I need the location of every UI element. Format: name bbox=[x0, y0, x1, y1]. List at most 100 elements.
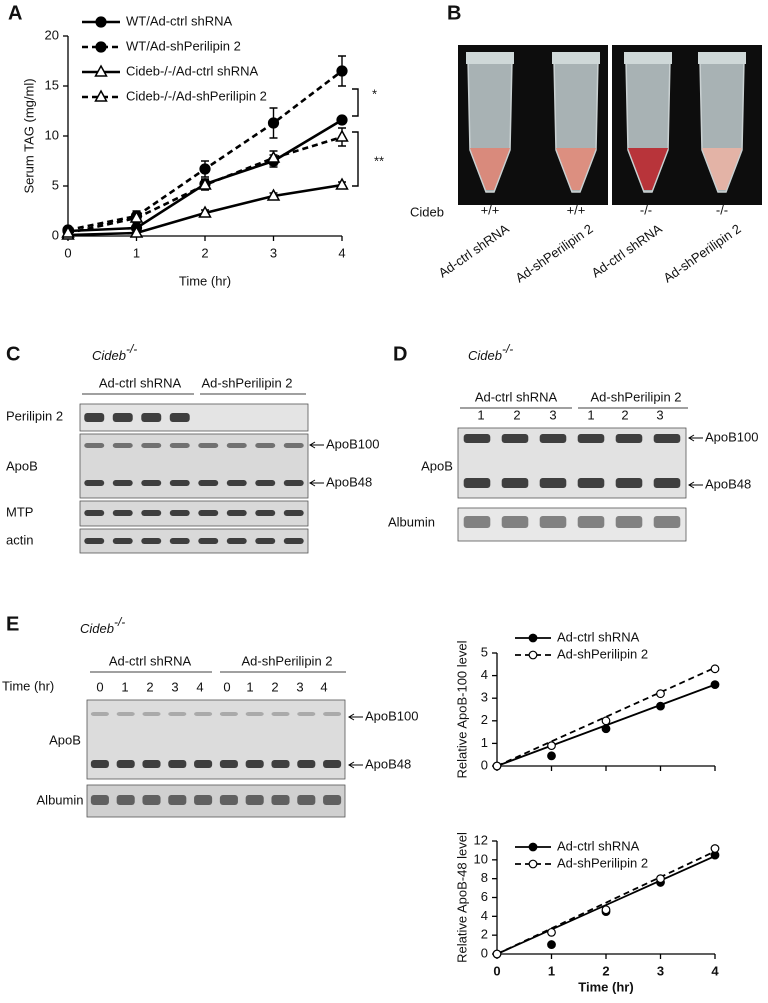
band bbox=[226, 480, 247, 486]
band bbox=[271, 760, 290, 768]
group-label: Ad-shPerilipin 2 bbox=[241, 653, 332, 668]
legend-label: Cideb-/-/Ad-shPerilipin 2 bbox=[126, 88, 267, 103]
legend-marker bbox=[528, 842, 538, 852]
row-label: MTP bbox=[6, 504, 33, 519]
legend-label: Ad-ctrl shRNA bbox=[557, 838, 640, 853]
lane-label: 3 bbox=[549, 407, 556, 422]
tube-cap bbox=[624, 52, 672, 64]
band bbox=[90, 712, 109, 716]
legend-marker bbox=[95, 41, 107, 53]
band bbox=[141, 443, 162, 448]
band bbox=[168, 712, 187, 716]
band bbox=[539, 516, 567, 528]
band bbox=[501, 434, 529, 443]
legend-marker bbox=[528, 650, 538, 660]
bracket bbox=[352, 88, 359, 117]
group-label: Ad-ctrl shRNA bbox=[109, 653, 192, 668]
genotype-label: -/- bbox=[640, 202, 652, 217]
fit-line bbox=[496, 850, 716, 955]
band bbox=[116, 712, 135, 716]
band bbox=[169, 480, 190, 486]
band bbox=[142, 795, 161, 805]
y-tick-label: 1 bbox=[481, 735, 488, 750]
band bbox=[283, 510, 304, 516]
y-tick-label: 0 bbox=[481, 945, 488, 960]
band bbox=[615, 478, 643, 488]
marker bbox=[601, 716, 611, 726]
legend-marker bbox=[95, 16, 107, 28]
gene: Cideb bbox=[92, 348, 126, 363]
lane-label: 3 bbox=[656, 407, 663, 422]
tube-cap bbox=[466, 52, 514, 64]
band bbox=[255, 510, 276, 516]
marker bbox=[601, 724, 611, 734]
panel-label: E bbox=[6, 613, 19, 635]
genotype-title: Cideb-/- bbox=[92, 342, 137, 363]
band bbox=[141, 480, 162, 486]
band-label: ApoB100 bbox=[326, 436, 380, 451]
series-line bbox=[67, 135, 343, 235]
sample bbox=[702, 148, 742, 190]
row-label: actin bbox=[6, 532, 33, 547]
y-tick-label: 6 bbox=[481, 889, 488, 904]
row-label: ApoB bbox=[421, 458, 453, 473]
marker bbox=[492, 949, 502, 959]
band bbox=[271, 795, 290, 805]
marker bbox=[266, 188, 281, 201]
genotype: -/- bbox=[126, 342, 137, 356]
marker bbox=[199, 163, 211, 175]
band bbox=[463, 516, 491, 528]
lane-label: 3 bbox=[171, 679, 178, 694]
y-tick-label: 8 bbox=[481, 870, 488, 885]
row-label: Cideb bbox=[410, 204, 444, 219]
genotype: -/- bbox=[502, 342, 513, 356]
lane-label: 4 bbox=[320, 679, 327, 694]
band bbox=[169, 538, 190, 544]
legend-marker bbox=[528, 859, 538, 869]
genotype-label: +/+ bbox=[481, 202, 500, 217]
band bbox=[653, 516, 681, 528]
marker bbox=[336, 65, 348, 77]
legend-label: WT/Ad-ctrl shRNA bbox=[126, 13, 233, 28]
band bbox=[169, 443, 190, 448]
band bbox=[255, 480, 276, 486]
y-tick-label: 5 bbox=[52, 177, 59, 192]
lane-label: 1 bbox=[587, 407, 594, 422]
bracket bbox=[352, 131, 359, 187]
band bbox=[112, 510, 133, 516]
blot bbox=[79, 403, 309, 432]
band bbox=[141, 413, 162, 422]
y-tick-label: 10 bbox=[45, 127, 59, 142]
marker bbox=[61, 225, 75, 238]
band bbox=[198, 538, 219, 544]
band bbox=[463, 478, 491, 488]
x-tick-label: 1 bbox=[548, 963, 555, 978]
x-tick-label: 3 bbox=[270, 245, 277, 260]
row-label: ApoB bbox=[49, 732, 81, 747]
lane-label: Ad-shPerilipin 2 bbox=[513, 221, 596, 286]
band bbox=[142, 760, 161, 768]
lane-label: 1 bbox=[477, 407, 484, 422]
y-tick-label: 4 bbox=[481, 667, 488, 682]
marker bbox=[129, 210, 144, 223]
band bbox=[615, 434, 643, 443]
y-tick-label: 3 bbox=[481, 690, 488, 705]
band bbox=[501, 516, 529, 528]
arrow bbox=[688, 434, 703, 442]
marker bbox=[547, 927, 556, 937]
band bbox=[116, 795, 135, 805]
genotype-label: -/- bbox=[716, 202, 728, 217]
band bbox=[297, 712, 316, 716]
band bbox=[84, 480, 105, 486]
legend-label: Ad-shPerilipin 2 bbox=[557, 646, 648, 661]
tube-cap bbox=[698, 52, 746, 64]
lane-label: 0 bbox=[223, 679, 230, 694]
band bbox=[90, 795, 109, 805]
band bbox=[577, 434, 605, 443]
band-label: ApoB48 bbox=[326, 474, 372, 489]
band bbox=[194, 712, 213, 716]
band bbox=[169, 510, 190, 516]
gene: Cideb bbox=[80, 621, 114, 636]
legend-marker bbox=[528, 633, 538, 643]
